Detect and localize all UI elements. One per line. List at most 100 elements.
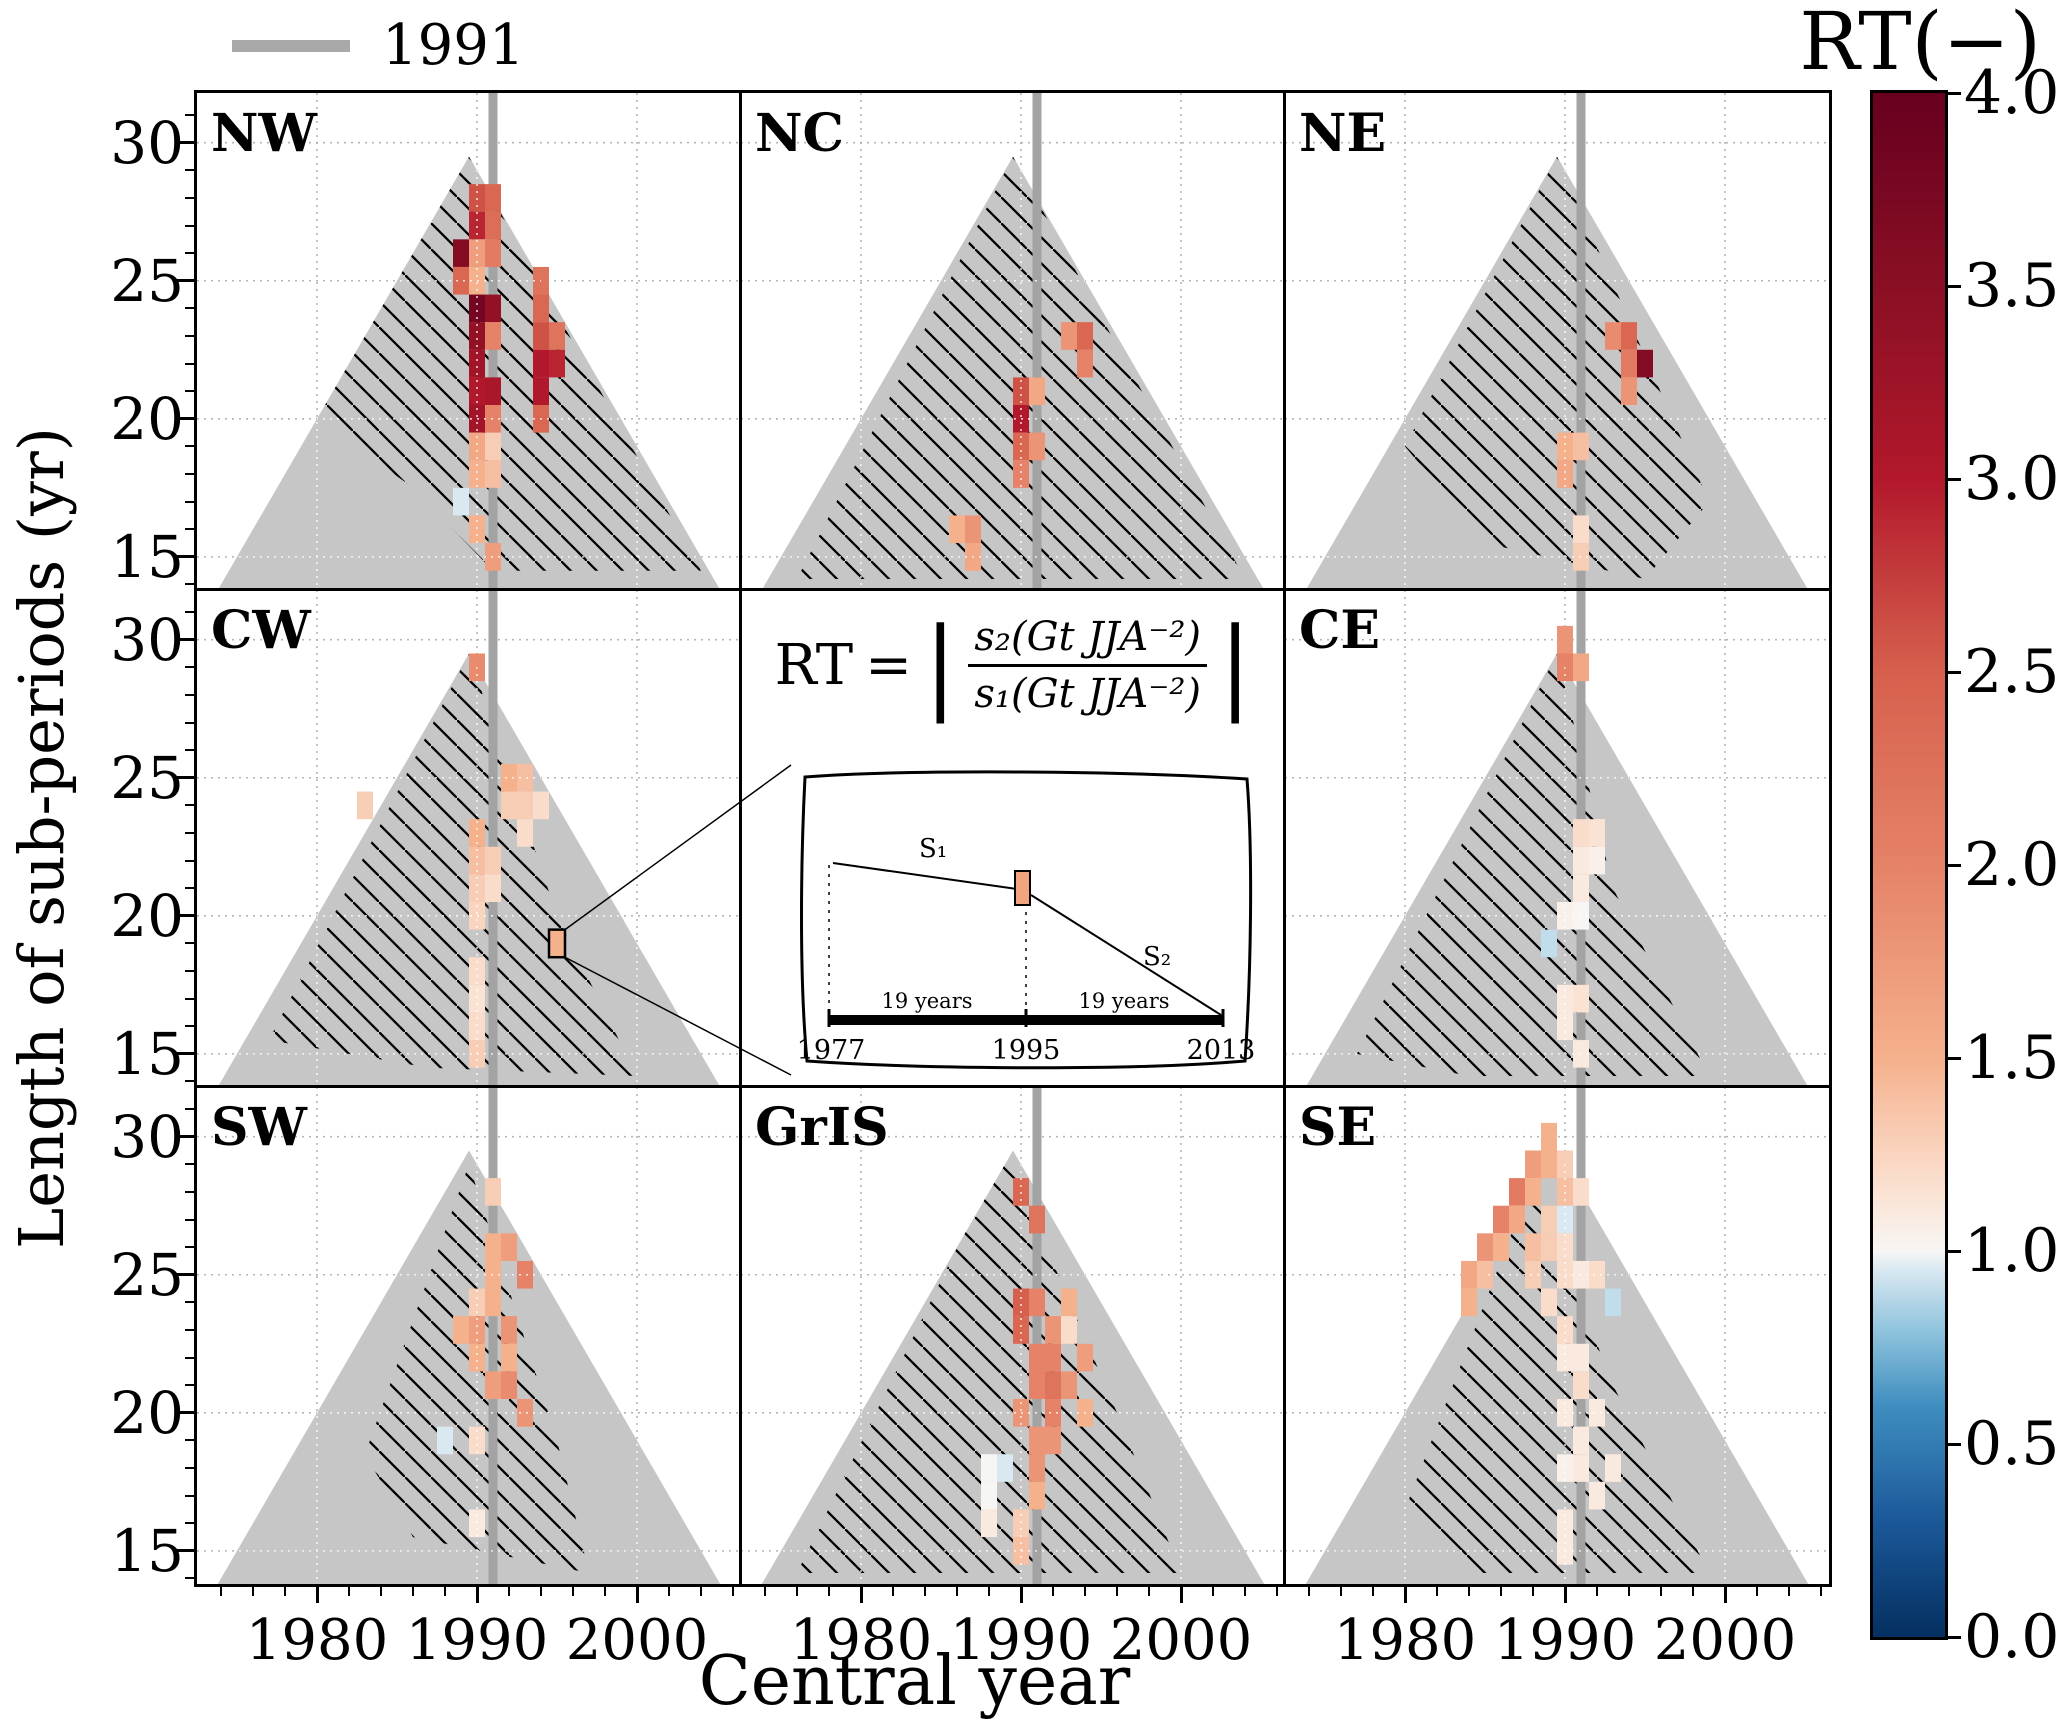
colorbar-tick-label: 0.5 (1964, 1409, 2060, 1479)
x-tick-label: 2000 (1653, 1608, 1797, 1673)
x-minor-tick (988, 1587, 990, 1596)
colorbar-tick-label: 3.5 (1964, 251, 2060, 321)
legend-label: 1991 (382, 13, 525, 78)
panel-SW: SW (197, 1087, 741, 1584)
x-minor-tick (1148, 1587, 1150, 1596)
x-minor-tick (1372, 1587, 1374, 1596)
colorbar-tick (1948, 1635, 1961, 1639)
y-minor-tick (185, 362, 194, 365)
y-minor-tick (185, 169, 194, 172)
y-minor-tick (185, 114, 194, 117)
x-minor-tick (444, 1587, 446, 1596)
y-major-tick (177, 776, 194, 780)
y-major-tick (177, 1549, 194, 1553)
x-minor-tick (1788, 1587, 1790, 1596)
panel-label-GrIS: GrIS (755, 1097, 889, 1158)
y-minor-tick (185, 224, 194, 227)
panel-label-CW: CW (211, 600, 312, 661)
y-minor-tick (185, 473, 194, 476)
x-minor-tick (732, 1587, 734, 1596)
x-minor-tick (1276, 1587, 1278, 1596)
y-minor-tick (185, 1246, 194, 1249)
x-minor-tick (284, 1587, 286, 1596)
x-major-tick (635, 1587, 639, 1603)
inset-s2-label: S₂ (1143, 942, 1171, 972)
y-minor-tick (185, 1218, 194, 1221)
y-minor-tick (185, 307, 194, 310)
formula-panel: RT = | s₂(Gt JJA⁻²) s₁(Gt JJA⁻²) | (741, 590, 1285, 1087)
colorbar-tick-label: 2.5 (1964, 637, 2060, 707)
panel-separator-vertical-1 (739, 93, 742, 1584)
inset-border (800, 770, 1253, 1070)
x-tick-label: 1980 (789, 1608, 933, 1673)
y-tick-label: 30 (110, 108, 184, 177)
y-tick-label: 15 (110, 1516, 184, 1585)
inset-s2-trend-line (1030, 894, 1222, 1016)
x-minor-tick (796, 1587, 798, 1596)
y-minor-tick (185, 196, 194, 199)
panel-CE: CE (1285, 590, 1829, 1087)
y-minor-tick (185, 583, 194, 586)
y-minor-tick (185, 1108, 194, 1111)
formula-equals: = (865, 632, 913, 698)
y-minor-tick (185, 1494, 194, 1497)
colorbar-tick (1948, 670, 1961, 674)
y-minor-tick (185, 500, 194, 503)
x-minor-tick (1820, 1587, 1822, 1596)
legend-line-1991 (232, 40, 350, 52)
colorbar-tick-label: 3.0 (1964, 444, 2060, 514)
formula-lhs: RT (774, 632, 854, 698)
formula-abs-bar-right: | (1219, 605, 1252, 724)
x-tick-label: 2000 (1109, 1608, 1253, 1673)
rt-formula: RT = | s₂(Gt JJA⁻²) s₁(Gt JJA⁻²) | (741, 612, 1285, 719)
inset-year-start: 1977 (797, 1035, 866, 1066)
colorbar-tick (1948, 1056, 1961, 1060)
x-minor-tick (1116, 1587, 1118, 1596)
x-major-tick (1179, 1587, 1183, 1603)
panel-separator-horizontal-1 (197, 588, 1829, 591)
y-minor-tick (185, 721, 194, 724)
x-minor-tick (1244, 1587, 1246, 1596)
y-minor-tick (185, 1467, 194, 1470)
x-minor-tick (1756, 1587, 1758, 1596)
x-major-tick (859, 1587, 863, 1603)
y-major-tick (177, 141, 194, 145)
panel-label-CE: CE (1299, 600, 1380, 661)
panel-label-SE: SE (1299, 1097, 1376, 1158)
x-minor-tick (540, 1587, 542, 1596)
panel-label-SW: SW (211, 1097, 309, 1158)
formula-fraction: s₂(Gt JJA⁻²) s₁(Gt JJA⁻²) (968, 612, 1208, 719)
y-tick-label: 15 (110, 1019, 184, 1088)
y-minor-tick (185, 887, 194, 890)
x-major-tick (475, 1587, 479, 1603)
y-tick-label: 25 (110, 743, 184, 812)
y-major-tick (177, 279, 194, 283)
y-minor-tick (185, 1328, 194, 1331)
colorbar-tick-label: 1.0 (1964, 1216, 2060, 1286)
inset-s1-label: S₁ (919, 834, 947, 864)
x-minor-tick (764, 1587, 766, 1596)
y-major-tick (177, 1052, 194, 1056)
x-minor-tick (1500, 1587, 1502, 1596)
y-minor-tick (185, 1384, 194, 1387)
x-minor-tick (956, 1587, 958, 1596)
y-minor-tick (185, 1439, 194, 1442)
y-major-tick (177, 1411, 194, 1415)
y-minor-tick (185, 970, 194, 973)
y-tick-label: 20 (110, 881, 184, 950)
panels-grid: RT = | s₂(Gt JJA⁻²) s₁(Gt JJA⁻²) | (194, 90, 1832, 1587)
colorbar-tick (1948, 91, 1961, 95)
y-major-tick (177, 417, 194, 421)
y-tick-label: 20 (110, 384, 184, 453)
colorbar-title: RT(−) (1799, 0, 2041, 88)
y-major-tick (177, 555, 194, 559)
panel-separator-vertical-2 (1283, 93, 1286, 1584)
x-major-tick (1723, 1587, 1727, 1603)
y-minor-tick (185, 942, 194, 945)
y-major-tick (177, 914, 194, 918)
y-minor-tick (185, 859, 194, 862)
x-minor-tick (1084, 1587, 1086, 1596)
y-minor-tick (185, 1301, 194, 1304)
panel-SE: SE (1285, 1087, 1829, 1584)
x-tick-label: 2000 (565, 1608, 709, 1673)
